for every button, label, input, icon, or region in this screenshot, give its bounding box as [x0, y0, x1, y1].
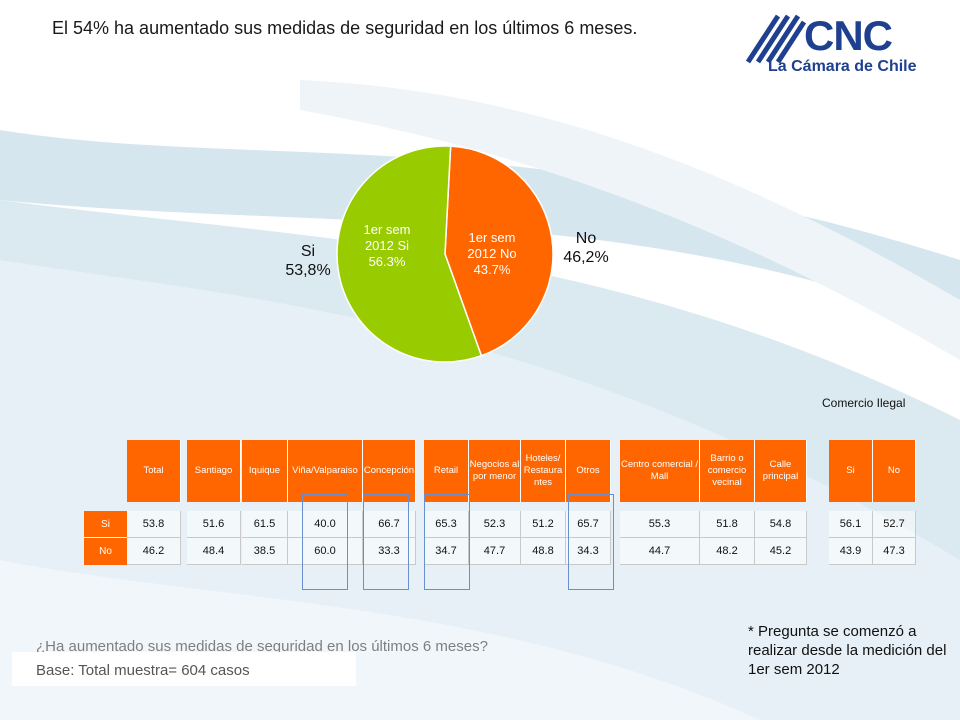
column-header: Negocios al por menor [469, 440, 521, 502]
column-header: Concepción [363, 440, 416, 502]
table-cell-no: 45.2 [755, 538, 807, 565]
table-cell-si: 66.7 [363, 511, 416, 538]
table-cell-no: 33.3 [363, 538, 416, 565]
table-cell-si: 65.7 [566, 511, 611, 538]
column-header: Barrio o comercio vecinal [700, 440, 755, 502]
highlight-box [568, 494, 614, 590]
base-box [12, 652, 356, 686]
pie-slice-si [336, 145, 483, 363]
table-cell-no: 48.8 [521, 538, 566, 565]
column-header: Viña/Valparaiso [288, 440, 363, 502]
column-header: Centro comercial / Mall [620, 440, 700, 502]
cnc-logo [745, 14, 807, 64]
table-cell-si: 56.1 [829, 511, 873, 538]
logo-name: CNC [804, 12, 893, 59]
logo-subtitle: La Cámara de Chile [768, 58, 917, 75]
row-label-no: No [84, 538, 127, 565]
column-header: Iquique [242, 440, 288, 502]
slice-label-si: 1er sem 2012 Si 56.3% [352, 222, 422, 270]
highlight-box [363, 494, 409, 590]
table-cell-no: 48.2 [700, 538, 755, 565]
highlight-box [302, 494, 348, 590]
table-cell-no: 47.7 [469, 538, 521, 565]
table-cell-no: 60.0 [288, 538, 363, 565]
footnote: * Pregunta se comenzó a realizar desde l… [748, 623, 947, 678]
slice-label-no: 1er sem 2012 No 43.7% [456, 230, 528, 278]
table-cell-si: 61.5 [242, 511, 288, 538]
table-cell-no: 34.7 [424, 538, 469, 565]
column-header: Hoteles/ Restaura ntes [521, 440, 566, 502]
table-cell-no: 48.4 [187, 538, 241, 565]
table-cell-si: 40.0 [288, 511, 363, 538]
pie-slice-no [444, 145, 554, 357]
table-cell-no: 46.2 [127, 538, 181, 565]
table-cell-no: 38.5 [242, 538, 288, 565]
table-cell-no: 43.9 [829, 538, 873, 565]
table-cell-si: 55.3 [620, 511, 700, 538]
survey-question: ¿Ha aumentado sus medidas de seguridad e… [36, 638, 488, 655]
row-label-si: Si [84, 511, 127, 538]
column-header: Santiago [187, 440, 241, 502]
table-cell-si: 54.8 [755, 511, 807, 538]
base-text: Base: Total muestra= 604 casos [36, 662, 250, 679]
table-cell-si: 51.6 [187, 511, 241, 538]
table-legend: Comercio Ilegal [822, 396, 906, 410]
column-header: Total [127, 440, 181, 502]
column-header: Otros [566, 440, 611, 502]
outer-label-si: Si 53,8% [285, 243, 331, 279]
page-title: El 54% ha aumentado sus medidas de segur… [52, 18, 638, 38]
column-header: Si [829, 440, 873, 502]
table-cell-no: 47.3 [873, 538, 916, 565]
column-header: No [873, 440, 916, 502]
outer-label-no: No 46,2% [563, 230, 609, 266]
table-cell-si: 51.8 [700, 511, 755, 538]
slice-label-no-text: 1er sem 2012 No 43.7% [467, 230, 517, 277]
table-cell-si: 53.8 [127, 511, 181, 538]
slice-label-si-text: 1er sem 2012 Si 56.3% [363, 222, 411, 269]
column-header: Calle principal [755, 440, 807, 502]
column-header: Retail [424, 440, 469, 502]
table-cell-si: 52.7 [873, 511, 916, 538]
table-cell-no: 44.7 [620, 538, 700, 565]
table-cell-no: 34.3 [566, 538, 611, 565]
table-cell-si: 65.3 [424, 511, 469, 538]
table-cell-si: 51.2 [521, 511, 566, 538]
table-cell-si: 52.3 [469, 511, 521, 538]
highlight-box [424, 494, 470, 590]
